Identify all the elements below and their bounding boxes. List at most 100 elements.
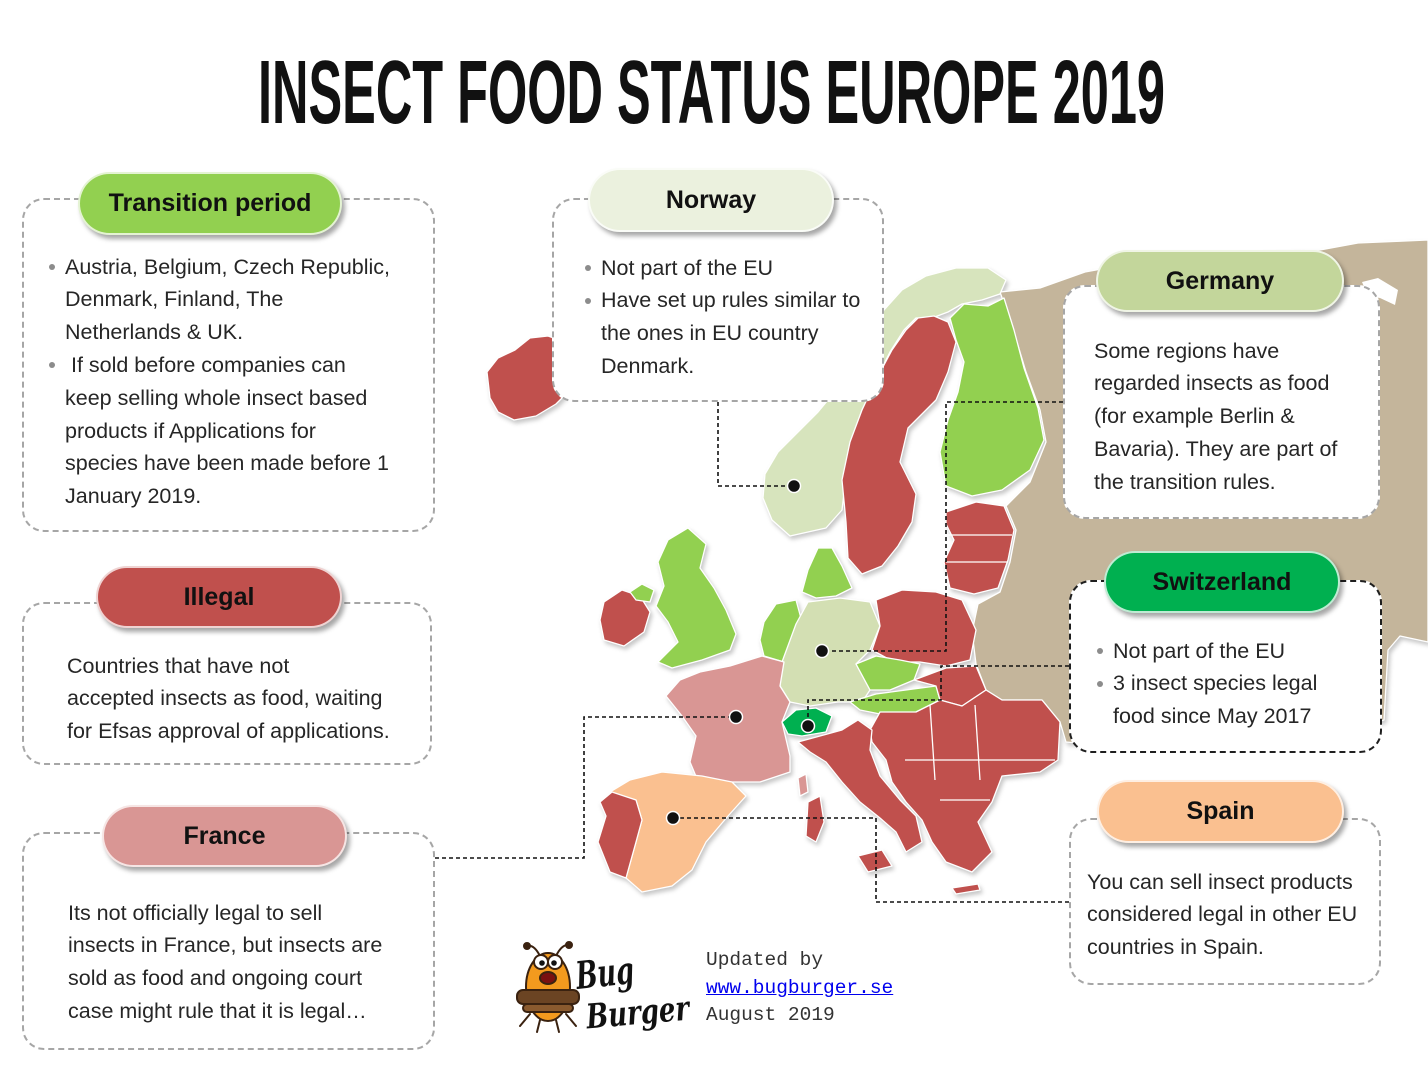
spain-label: Spain [1097, 780, 1344, 843]
france-label: France [102, 805, 347, 867]
country-balkans [869, 689, 1061, 873]
text-line: (for example Berlin & [1094, 404, 1295, 429]
germany-text: Some regions have regarded insects as fo… [1094, 335, 1337, 499]
norway-text: Not part of the EU Have set up rules sim… [585, 252, 861, 383]
text-line: Countries that have not [67, 653, 290, 678]
location-dot-france [728, 709, 744, 725]
island-sicily [857, 849, 893, 873]
text-line: for Efsas approval of applications. [67, 719, 390, 744]
country-baltic-states [943, 501, 1015, 595]
transition-bullet-2: If sold before companies can keep sellin… [49, 349, 390, 513]
country-czech-republic [855, 655, 921, 691]
switzerland-label: Switzerland [1104, 551, 1340, 613]
balkan-borders [905, 704, 1055, 801]
text-line: Its not officially legal to sell [68, 900, 323, 925]
france-panel [22, 832, 435, 1050]
germany-label-text: Germany [1165, 266, 1275, 295]
text-line: the ones in EU country [601, 321, 819, 346]
logo-word-burger: Burger [584, 988, 692, 1035]
country-ireland [599, 589, 651, 647]
text-line: Bavaria). They are part of [1094, 436, 1338, 461]
country-italy [797, 719, 923, 853]
white-sea [1362, 278, 1398, 305]
region-northern-ireland [629, 583, 655, 603]
text-line: If sold before companies can [65, 352, 346, 377]
switzerland-text: Not part of the EU 3 insect species lega… [1097, 635, 1318, 733]
germany-label: Germany [1096, 250, 1344, 312]
baltic-borders [946, 534, 1012, 563]
text-line: Some regions have [1094, 338, 1280, 363]
connector-spain [673, 817, 1069, 903]
country-finland [939, 297, 1045, 497]
country-poland [871, 589, 977, 667]
island-sardinia [805, 795, 825, 843]
text-line: Not part of the EU [601, 255, 774, 280]
switzerland-label-text: Switzerland [1152, 567, 1292, 596]
bullet-icon [49, 362, 55, 369]
update-info: Updated by www.bugburger.se August 2019 [706, 947, 893, 1030]
illegal-label-text: Illegal [183, 582, 255, 611]
text-line: sold as food and ongoing court [68, 966, 363, 991]
norway-bullet-1: Not part of the EU [585, 252, 860, 285]
location-dot-spain [665, 810, 681, 826]
text-line: products if Applications for [65, 418, 316, 443]
illegal-label: Illegal [96, 566, 342, 628]
page-title: INSECT FOOD STATUS EUROPE 2019 [258, 43, 1165, 143]
bug-mascot-icon [516, 941, 580, 1033]
norway-bullet-2: Have set up rules similar to the ones in… [585, 284, 861, 382]
country-crete [951, 883, 981, 895]
germany-panel [1063, 285, 1380, 519]
title-banner: INSECT FOOD STATUS EUROPE 2019 [258, 43, 1165, 143]
bullet-icon [585, 297, 591, 304]
bullet-icon [49, 263, 55, 270]
text-line: case might rule that it is legal… [68, 998, 367, 1023]
switzerland-bullet-2: 3 insect species legal food since May 20… [1097, 667, 1318, 733]
text-line: Netherlands & UK. [65, 320, 244, 345]
text-line: species have been made before 1 [65, 451, 389, 476]
connector-germany [822, 401, 1063, 652]
france-text: Its not officially legal to sell insects… [68, 897, 382, 1028]
bullet-icon [585, 264, 591, 271]
text-line: considered legal in other EU [1087, 902, 1358, 927]
text-line: regarded insects as food [1094, 371, 1330, 396]
text-line: keep selling whole insect based [65, 385, 368, 410]
location-dot-norway [786, 478, 802, 494]
transition-panel [22, 198, 435, 532]
country-uk [655, 527, 737, 669]
transition-bullet-1: Austria, Belgium, Czech Republic, Denmar… [49, 251, 391, 349]
text-line: insects in France, but insects are [68, 933, 383, 958]
spain-text: You can sell insect products considered … [1087, 866, 1357, 964]
text-line: Austria, Belgium, Czech Republic, [65, 254, 391, 279]
logo-word-bug: Bug [573, 947, 636, 998]
connector-france [435, 716, 736, 859]
country-portugal [597, 791, 643, 879]
connector-switzerland [807, 665, 1069, 726]
text-line: food since May 2017 [1113, 704, 1312, 729]
location-dot-germany [814, 643, 830, 659]
update-date: August 2019 [706, 1004, 835, 1026]
france-label-text: France [183, 821, 266, 850]
text-line: Denmark, Finland, The [65, 287, 284, 312]
transition-text: Austria, Belgium, Czech Republic, Denmar… [49, 251, 391, 513]
norway-label: Norway [588, 168, 834, 232]
updated-by-text: Updated by [706, 949, 824, 971]
spain-panel [1069, 818, 1381, 985]
bullet-icon [1097, 647, 1103, 654]
location-dot-switzerland [800, 718, 816, 734]
text-line: Have set up rules similar to [601, 288, 861, 313]
text-line: Denmark. [601, 353, 695, 378]
switzerland-bullet-1: Not part of the EU [1097, 635, 1317, 668]
website-link[interactable]: www.bugburger.se [706, 976, 894, 999]
text-line: January 2019. [65, 484, 202, 509]
text-line: Not part of the EU [1113, 638, 1286, 663]
norway-label-text: Norway [665, 185, 757, 214]
transition-label: Transition period [78, 172, 342, 235]
spain-label-text: Spain [1186, 797, 1255, 825]
text-line: 3 insect species legal [1113, 671, 1318, 696]
text-line: the transition rules. [1094, 469, 1276, 494]
text-line: You can sell insect products [1087, 869, 1353, 894]
connector-norway [717, 402, 794, 487]
text-line: accepted insects as food, waiting [67, 686, 383, 711]
transition-label-text: Transition period [108, 189, 312, 217]
text-line: countries in Spain. [1087, 935, 1264, 960]
